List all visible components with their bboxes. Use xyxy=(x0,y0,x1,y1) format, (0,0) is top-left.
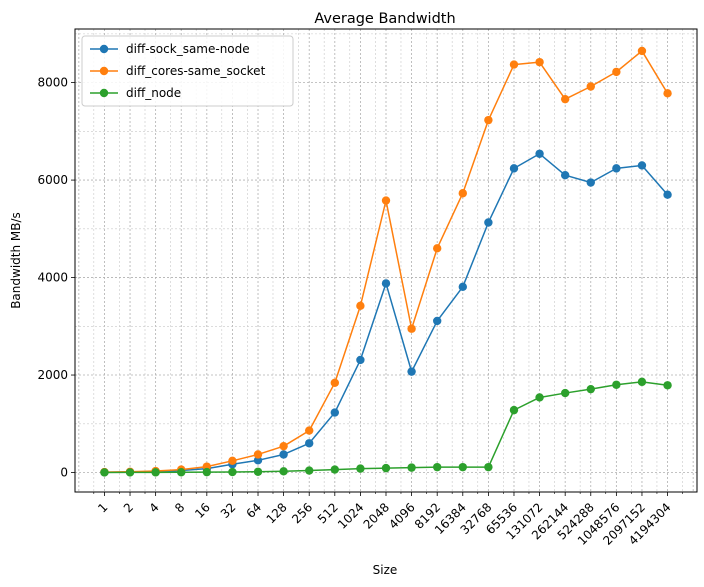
data-point-diff-cores-same-socket xyxy=(305,426,314,435)
data-point-diff-sock-same-node xyxy=(586,178,595,187)
data-point-diff-sock-same-node xyxy=(381,279,391,288)
data-point-diff-node xyxy=(458,462,467,472)
data-point-diff-node xyxy=(612,380,621,389)
data-point-diff-sock-same-node xyxy=(663,190,672,199)
series xyxy=(100,46,672,477)
data-point-diff-node xyxy=(407,463,416,472)
y-axis-label: Bandwidth MB/s xyxy=(9,212,23,309)
data-point-diff-sock-same-node xyxy=(305,439,314,448)
data-point-diff-sock-same-node xyxy=(612,164,621,173)
legend-label: diff_node xyxy=(126,86,181,100)
data-point-diff-sock-same-node xyxy=(458,282,467,292)
data-point-diff-node xyxy=(253,467,263,476)
data-point-diff-sock-same-node xyxy=(535,149,544,158)
data-point-diff-cores-same-socket xyxy=(509,60,519,69)
data-point-diff-node xyxy=(305,466,314,475)
data-point-diff-cores-same-socket xyxy=(484,115,493,125)
data-point-diff-cores-same-socket xyxy=(253,450,263,459)
data-point-diff-sock-same-node xyxy=(253,456,263,465)
data-point-diff-cores-same-socket xyxy=(407,324,416,333)
data-point-diff-cores-same-socket xyxy=(330,378,340,388)
data-point-diff-node xyxy=(509,405,519,415)
data-point-diff-node xyxy=(560,388,570,398)
data-point-diff-sock-same-node xyxy=(560,171,570,180)
legend-label: diff_cores-same_socket xyxy=(126,64,266,78)
y-tick-label: 0 xyxy=(60,466,68,480)
data-point-diff-node xyxy=(535,393,544,402)
data-point-diff-node xyxy=(637,377,647,387)
data-point-diff-cores-same-socket xyxy=(356,301,365,311)
data-point-diff-node xyxy=(484,462,493,472)
data-point-diff-cores-same-socket xyxy=(228,456,237,466)
data-point-diff-sock-same-node xyxy=(356,355,365,365)
data-point-diff-node xyxy=(202,467,212,477)
data-point-diff-cores-same-socket xyxy=(663,89,672,98)
data-point-diff-node xyxy=(356,464,365,473)
data-point-diff-cores-same-socket xyxy=(612,67,621,77)
data-point-diff-cores-same-socket xyxy=(637,46,647,56)
data-point-diff-node xyxy=(279,467,288,476)
data-point-diff-sock-same-node xyxy=(279,450,288,459)
data-point-diff-cores-same-socket xyxy=(279,441,288,451)
data-point-diff-cores-same-socket xyxy=(586,82,595,91)
y-tick-label: 4000 xyxy=(37,271,68,285)
chart-title: Average Bandwidth xyxy=(314,11,455,27)
y-tick-label: 6000 xyxy=(37,173,68,187)
data-point-diff-node xyxy=(663,381,672,390)
legend-label: diff-sock_same-node xyxy=(126,42,250,56)
legend-marker xyxy=(99,66,109,76)
y-tick-label: 2000 xyxy=(37,368,68,382)
data-point-diff-sock-same-node xyxy=(432,316,442,326)
data-point-diff-node xyxy=(381,463,391,473)
data-point-diff-node xyxy=(177,468,186,477)
data-point-diff-sock-same-node xyxy=(509,164,519,173)
data-point-diff-node xyxy=(151,468,160,477)
data-point-diff-cores-same-socket xyxy=(381,196,391,205)
data-point-diff-node xyxy=(100,468,109,477)
data-point-diff-cores-same-socket xyxy=(535,57,544,67)
data-point-diff-cores-same-socket xyxy=(560,94,570,104)
legend-marker xyxy=(99,44,109,54)
data-point-diff-node xyxy=(228,467,237,477)
data-point-diff-node xyxy=(432,462,442,472)
x-axis-label: Size xyxy=(373,563,398,577)
data-point-diff-sock-same-node xyxy=(484,218,493,227)
legend-marker xyxy=(99,88,109,98)
data-point-diff-node xyxy=(125,468,135,477)
y-axis: 0 2000 4000 6000 8000 xyxy=(37,76,75,480)
data-point-diff-sock-same-node xyxy=(637,161,647,170)
data-point-diff-sock-same-node xyxy=(407,367,416,376)
data-point-diff-cores-same-socket xyxy=(458,189,467,198)
data-point-diff-node xyxy=(586,384,595,394)
data-point-diff-sock-same-node xyxy=(330,408,340,417)
data-point-diff-node xyxy=(330,465,340,474)
data-point-diff-cores-same-socket xyxy=(432,244,442,253)
legend-box xyxy=(81,35,294,107)
legend: diff-sock_same-node diff_cores-same_socke… xyxy=(81,35,294,107)
y-tick-label: 8000 xyxy=(37,76,68,90)
